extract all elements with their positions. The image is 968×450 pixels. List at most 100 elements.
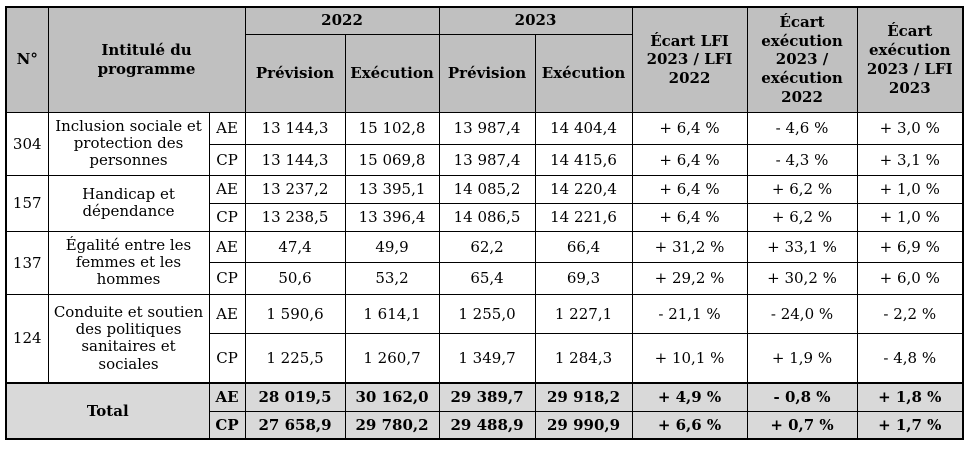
ecart-cell: - 4,8 % <box>856 332 964 384</box>
value-cell: 50,6 <box>244 261 346 295</box>
value-cell: 29 990,9 <box>534 410 633 440</box>
value-cell: 13 238,5 <box>244 202 346 232</box>
value-cell: 14 086,5 <box>438 202 536 232</box>
ecart-cell: + 1,0 % <box>856 174 964 204</box>
ecart-cell: + 3,1 % <box>856 143 964 176</box>
ae-label: AE <box>208 174 246 204</box>
value-cell: 29 918,2 <box>534 382 633 412</box>
header-num: N° <box>5 6 49 113</box>
header-prevision-2023: Prévision <box>438 33 536 113</box>
value-cell: 62,2 <box>438 230 536 263</box>
value-cell: 69,3 <box>534 261 633 295</box>
value-cell: 66,4 <box>534 230 633 263</box>
ecart-cell: + 1,9 % <box>746 332 858 384</box>
header-execution-2023: Exécution <box>534 33 633 113</box>
table-row-137-cp: CP 50,6 53,2 65,4 69,3 + 29,2 % + 30,2 %… <box>6 261 964 295</box>
programme-name: Handicap et dépendance <box>47 174 210 232</box>
ecart-cell: + 30,2 % <box>746 261 858 295</box>
value-cell: 47,4 <box>244 230 346 263</box>
ecart-cell: + 1,8 % <box>856 382 964 412</box>
ae-label: AE <box>208 230 246 263</box>
ecart-cell: + 6,4 % <box>631 111 748 145</box>
header-ecart-execution-lfi: Écart exécution 2023 / LFI 2023 <box>856 6 964 113</box>
ae-label: AE <box>208 111 246 145</box>
header-ecart-lfi: Écart LFI 2023 / LFI 2022 <box>631 6 748 113</box>
ecart-cell: + 6,6 % <box>631 410 748 440</box>
ecart-cell: + 31,2 % <box>631 230 748 263</box>
value-cell: 1 260,7 <box>344 332 440 384</box>
header-row-sub: Prévision Exécution Prévision Exécution <box>6 33 963 113</box>
value-cell: 29 389,7 <box>438 382 536 412</box>
table-row-304-cp: CP 13 144,3 15 069,8 13 987,4 14 415,6 +… <box>6 143 964 176</box>
header-year-2023: 2023 <box>438 6 633 35</box>
value-cell: 14 404,4 <box>534 111 633 145</box>
programme-name: Inclusion sociale et protection des pers… <box>47 111 210 176</box>
value-cell: 15 102,8 <box>344 111 440 145</box>
ecart-cell: + 6,0 % <box>856 261 964 295</box>
programme-name: Égalité entre les femmes et les hommes <box>47 230 210 295</box>
table-row-total-cp: CP 27 658,9 29 780,2 29 488,9 29 990,9 +… <box>6 410 964 440</box>
table-row-total-ae: Total AE 28 019,5 30 162,0 29 389,7 29 9… <box>5 382 964 440</box>
value-cell: 13 395,1 <box>344 174 440 204</box>
value-cell: 28 019,5 <box>244 382 346 412</box>
ecart-cell: + 3,0 % <box>856 111 964 145</box>
value-cell: 1 284,3 <box>534 332 633 384</box>
ecart-cell: - 4,3 % <box>746 143 858 176</box>
value-cell: 30 162,0 <box>344 382 440 412</box>
ecart-cell: - 24,0 % <box>746 293 858 334</box>
ecart-cell: + 6,4 % <box>631 202 748 232</box>
budget-programmes-table: N° Intitulé du programme 2022 2023 Écart… <box>5 6 965 440</box>
value-cell: 13 987,4 <box>438 143 536 176</box>
ecart-cell: + 6,2 % <box>746 174 858 204</box>
ecart-cell: + 1,7 % <box>856 410 964 440</box>
table-row-124-ae: 124 Conduite et soutien des politiques s… <box>5 293 964 384</box>
value-cell: 1 349,7 <box>438 332 536 384</box>
value-cell: 53,2 <box>344 261 440 295</box>
table-row-124-cp: CP 1 225,5 1 260,7 1 349,7 1 284,3 + 10,… <box>6 332 964 384</box>
ecart-cell: + 33,1 % <box>746 230 858 263</box>
programme-number: 304 <box>5 111 49 176</box>
ecart-cell: + 6,4 % <box>631 143 748 176</box>
header-year-2022: 2022 <box>244 6 440 35</box>
value-cell: 1 225,5 <box>244 332 346 384</box>
ecart-cell: - 2,2 % <box>856 293 964 334</box>
ecart-cell: + 10,1 % <box>631 332 748 384</box>
value-cell: 1 255,0 <box>438 293 536 334</box>
value-cell: 65,4 <box>438 261 536 295</box>
programme-number: 157 <box>5 174 49 232</box>
cp-label: CP <box>208 332 246 384</box>
header-prevision-2022: Prévision <box>244 33 346 113</box>
ecart-cell: + 4,9 % <box>631 382 748 412</box>
ecart-cell: + 0,7 % <box>746 410 858 440</box>
ecart-cell: + 6,2 % <box>746 202 858 232</box>
value-cell: 14 085,2 <box>438 174 536 204</box>
cp-label: CP <box>208 410 246 440</box>
value-cell: 29 780,2 <box>344 410 440 440</box>
table-row-157-ae: 157 Handicap et dépendance AE 13 237,2 1… <box>5 174 964 232</box>
table-row-157-cp: CP 13 238,5 13 396,4 14 086,5 14 221,6 +… <box>6 202 964 232</box>
value-cell: 1 614,1 <box>344 293 440 334</box>
value-cell: 13 987,4 <box>438 111 536 145</box>
value-cell: 13 396,4 <box>344 202 440 232</box>
value-cell: 29 488,9 <box>438 410 536 440</box>
value-cell: 13 237,2 <box>244 174 346 204</box>
value-cell: 14 221,6 <box>534 202 633 232</box>
ecart-cell: - 4,6 % <box>746 111 858 145</box>
ae-label: AE <box>208 382 246 412</box>
cp-label: CP <box>208 261 246 295</box>
programme-number: 124 <box>5 293 49 384</box>
value-cell: 13 144,3 <box>244 111 346 145</box>
ecart-cell: - 21,1 % <box>631 293 748 334</box>
table-row-137-ae: 137 Égalité entre les femmes et les homm… <box>5 230 964 295</box>
total-label: Total <box>5 382 210 440</box>
cp-label: CP <box>208 202 246 232</box>
value-cell: 15 069,8 <box>344 143 440 176</box>
cp-label: CP <box>208 143 246 176</box>
value-cell: 27 658,9 <box>244 410 346 440</box>
ecart-cell: + 1,0 % <box>856 202 964 232</box>
value-cell: 49,9 <box>344 230 440 263</box>
ecart-cell: - 0,8 % <box>746 382 858 412</box>
header-row-years: N° Intitulé du programme 2022 2023 Écart… <box>5 6 964 113</box>
table-row-304-ae: 304 Inclusion sociale et protection des … <box>5 111 964 176</box>
